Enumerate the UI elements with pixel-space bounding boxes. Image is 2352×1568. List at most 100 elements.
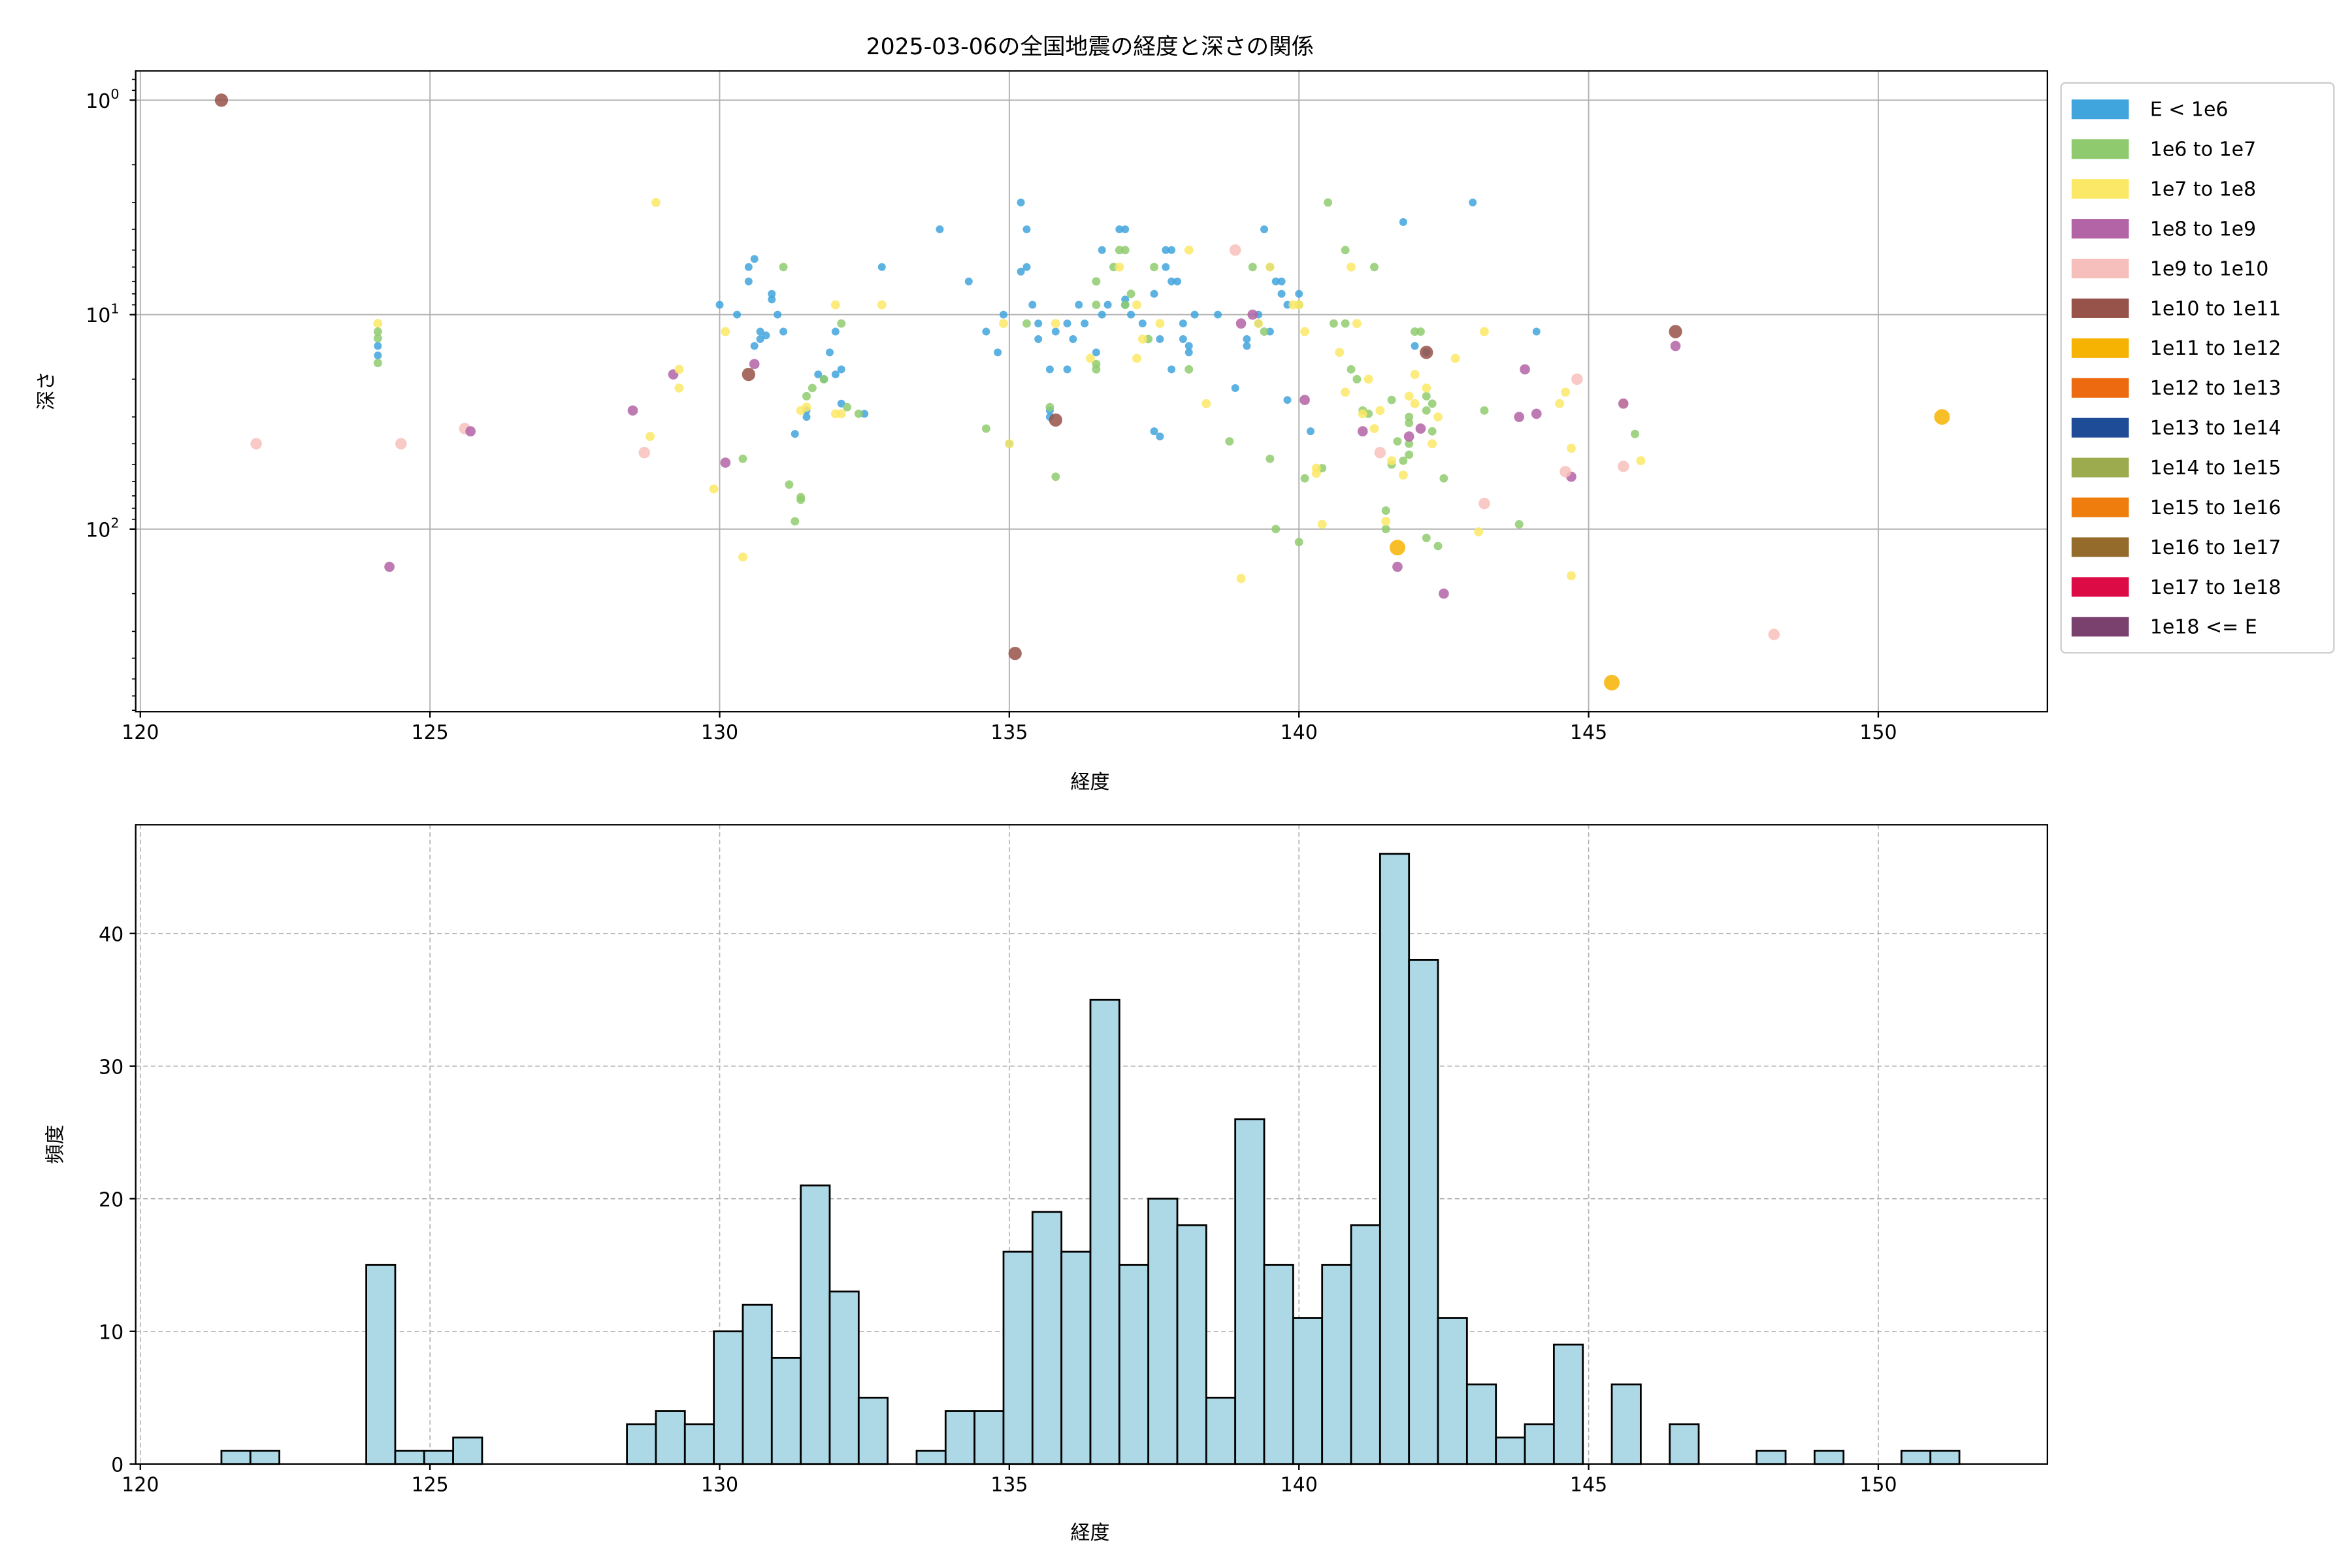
- histogram-x-tick-label: 140: [1281, 1473, 1318, 1496]
- legend-label: E < 1e6: [2150, 99, 2229, 122]
- scatter-point: [1098, 310, 1106, 319]
- legend-label: 1e7 to 1e8: [2150, 178, 2256, 201]
- histogram-x-tick-label: 120: [122, 1473, 159, 1496]
- scatter-point: [638, 447, 650, 459]
- scatter-point: [1115, 225, 1124, 233]
- scatter-point: [1295, 289, 1303, 298]
- histogram-bar: [1176, 1224, 1207, 1465]
- histogram-bar: [1495, 1436, 1526, 1465]
- scatter-point: [1370, 263, 1379, 272]
- histogram-bar: [1437, 1317, 1468, 1465]
- scatter-point: [1150, 427, 1158, 436]
- scatter-point: [1422, 533, 1431, 542]
- histogram-bar: [973, 1410, 1005, 1465]
- legend-swatch: [2071, 497, 2129, 517]
- scatter-point: [1081, 319, 1089, 328]
- histogram-bar: [1089, 998, 1120, 1465]
- scatter-point: [1254, 319, 1264, 329]
- scatter-point: [1150, 263, 1158, 272]
- scatter-point: [1243, 335, 1251, 343]
- scatter-point: [1173, 277, 1182, 286]
- scatter-point: [756, 327, 764, 336]
- histogram-plot: 120 125 130 135 140 145 150 0 10 20 30 40: [99, 824, 2048, 1496]
- scatter-point: [1357, 426, 1368, 437]
- histogram-bar: [1524, 1423, 1555, 1465]
- scatter-title: 2025-03-06の全国地震の経度と深さの関係: [866, 34, 1315, 60]
- histogram-bar: [1147, 1198, 1179, 1465]
- scatter-point: [1422, 384, 1431, 393]
- legend-box: [2060, 82, 2335, 654]
- histogram-bar: [249, 1450, 280, 1465]
- scatter-point: [1299, 395, 1310, 406]
- scatter-point: [1260, 225, 1269, 233]
- histogram-bar: [1465, 1383, 1497, 1465]
- scatter-point: [1618, 461, 1629, 472]
- scatter-point: [1022, 319, 1031, 328]
- histogram-x-tick-label: 145: [1570, 1473, 1607, 1496]
- scatter-point: [1604, 674, 1620, 691]
- scatter-point: [964, 277, 973, 286]
- scatter-point: [1347, 365, 1356, 374]
- scatter-point: [1156, 433, 1164, 441]
- scatter-point: [1022, 225, 1031, 233]
- scatter-point: [1450, 353, 1460, 363]
- scatter-point: [1162, 246, 1170, 254]
- histogram-bar: [1060, 1250, 1092, 1465]
- scatter-point: [1636, 456, 1646, 466]
- scatter-point: [1469, 198, 1477, 206]
- legend-label: 1e18 <= E: [2150, 616, 2257, 639]
- scatter-point: [1422, 406, 1431, 415]
- histogram-bar: [394, 1450, 425, 1465]
- scatter-point: [1294, 300, 1304, 310]
- scatter-point: [1403, 431, 1414, 442]
- histogram-x-tick-label: 150: [1859, 1473, 1897, 1496]
- histogram-bar: [220, 1450, 252, 1465]
- scatter-point: [1428, 439, 1437, 449]
- legend-label: 1e12 to 1e13: [2150, 377, 2281, 400]
- scatter-point: [1008, 646, 1022, 661]
- scatter-point: [1341, 246, 1350, 255]
- scatter-point: [1329, 319, 1338, 328]
- scatter-point: [1387, 395, 1396, 404]
- scatter-point: [1179, 335, 1187, 343]
- legend-label: 1e13 to 1e14: [2150, 417, 2281, 440]
- histogram-bar: [452, 1436, 483, 1465]
- scatter-axes-frame: [135, 70, 2048, 713]
- scatter-point: [373, 319, 383, 329]
- scatter-point: [877, 300, 887, 310]
- scatter-point: [1520, 364, 1530, 375]
- legend-swatch: [2071, 417, 2129, 438]
- scatter-point: [1410, 370, 1420, 379]
- scatter-point: [1405, 418, 1414, 427]
- scatter-point: [837, 365, 845, 374]
- scatter-point: [982, 327, 990, 336]
- scatter-point: [1248, 263, 1257, 272]
- scatter-point: [1184, 365, 1194, 374]
- scatter-point: [1051, 472, 1060, 482]
- scatter-x-tick-label: 135: [990, 721, 1028, 744]
- histogram-x-tick-label: 130: [701, 1473, 738, 1496]
- histogram-bar: [857, 1396, 889, 1465]
- scatter-point: [1399, 456, 1408, 465]
- scatter-point: [374, 342, 382, 350]
- scatter-point: [825, 348, 834, 357]
- scatter-x-tick-label: 150: [1859, 721, 1897, 744]
- scatter-point: [1420, 346, 1433, 359]
- scatter-point: [1265, 262, 1275, 272]
- scatter-point: [1439, 474, 1448, 483]
- scatter-point: [1389, 540, 1405, 556]
- scatter-point: [373, 359, 382, 367]
- scatter-point: [819, 374, 828, 384]
- scatter-point: [1375, 406, 1385, 416]
- legend-swatch: [2071, 99, 2129, 120]
- legend-label: 1e16 to 1e17: [2150, 536, 2281, 559]
- histogram-bar: [1031, 1211, 1063, 1465]
- scatter-point: [1428, 399, 1437, 408]
- scatter-point: [1428, 427, 1437, 436]
- scatter-point: [1092, 301, 1101, 310]
- histogram-bar: [1292, 1317, 1324, 1465]
- scatter-point: [779, 327, 788, 336]
- scatter-point: [1045, 402, 1054, 412]
- legend-label: 1e9 to 1e10: [2150, 257, 2269, 280]
